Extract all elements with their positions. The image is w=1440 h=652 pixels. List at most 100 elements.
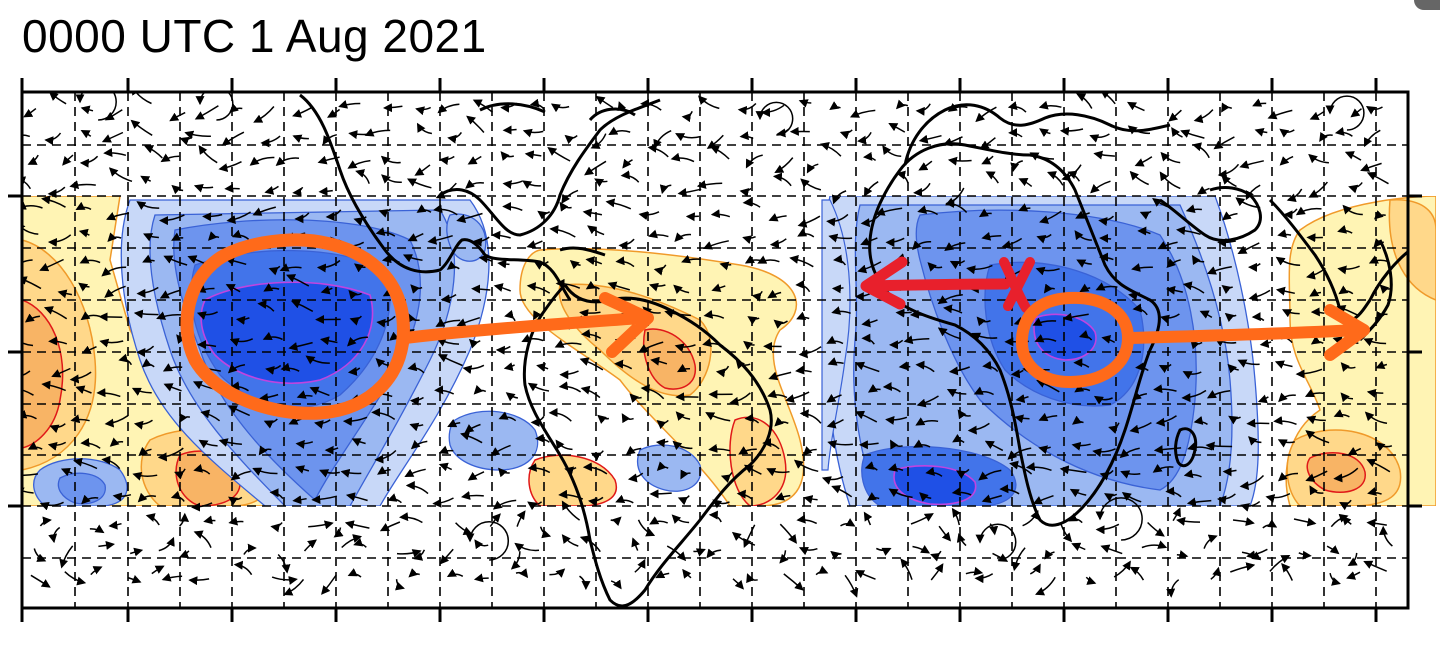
wind-arrow [1018,177,1033,187]
wind-arrow [537,210,551,220]
wind-arrow [655,569,670,579]
wind-arrow [1180,129,1205,139]
wind-arrow [1221,211,1238,221]
wind-arrow [1277,439,1295,448]
wind-arrow [745,154,763,169]
wind-arrow [867,383,881,393]
wind-arrow [364,128,391,137]
wind-arrow [371,407,396,421]
wind-arrow [1341,515,1352,526]
wind-arrow [229,338,254,347]
wind-arrow [550,103,570,113]
wind-arrow [1197,185,1210,195]
wind-arrow [143,233,159,242]
wind-arrow [674,343,696,353]
wind-arrow [1121,492,1142,503]
wind-arrow [798,546,818,556]
wind-arrow [605,198,632,210]
wind-arrow [1275,256,1301,267]
wind-arrow [163,383,182,392]
wind-arrow [1222,467,1237,477]
wind-arrow [585,280,600,290]
wind-arrow [162,363,183,372]
wind-arrow [666,545,687,562]
wind-arrow [1237,359,1260,368]
wind-arrow [316,259,341,273]
wind-arrow [1047,171,1064,186]
pacific-east-arrow [399,292,654,358]
wind-arrow [768,371,792,381]
wind-arrow [1333,409,1350,418]
wind-arrow [896,170,909,184]
wind-arrow [981,155,994,165]
wind-arrow [138,446,152,457]
wind-arrow [682,568,692,579]
wind-arrow [39,501,64,511]
wind-arrow [159,289,180,299]
wind-arrow [979,137,996,149]
wind-arrow [198,439,218,449]
wind-arrow [1139,210,1152,220]
wind-arrow [292,134,309,143]
wind-arrow [590,450,604,461]
wind-arrow [347,159,371,169]
wind-arrow [374,449,397,464]
wind-arrow [521,334,544,343]
wind-arrow [522,128,544,138]
europe-coast [903,103,1171,166]
wind-arrow [559,201,572,212]
wind-arrow [674,232,692,243]
wind-arrow [265,364,282,375]
wind-arrow [634,558,646,573]
wind-arrow [956,468,970,479]
wind-arrow [1001,237,1023,250]
wind-arrow [1365,105,1383,115]
wind-arrow [579,309,601,318]
wind-arrow [1076,259,1092,268]
wind-arrow [945,199,968,214]
wind-arrow [1009,460,1033,475]
wind-arrow [831,190,847,205]
wind-arrow [1193,109,1214,124]
wind-arrow [527,462,551,474]
wind-arrow [194,105,219,120]
wind-arrow [673,284,690,294]
wind-arrow [1248,289,1271,302]
wind-arrow [460,431,483,444]
wind-arrow [975,106,997,123]
wind-arrow [500,151,515,161]
wind-arrow [387,493,402,504]
wind-arrow [383,103,403,113]
wind-arrow [746,573,758,584]
wind-arrow [1166,285,1183,295]
wind-arrow [1092,448,1116,457]
wind-arrow [1074,383,1091,393]
wind-arrow [1095,523,1120,535]
wind-arrow [773,319,788,329]
wind-arrow [858,440,879,450]
wind-arrow [729,392,751,406]
wind-arrow [742,235,756,245]
wind-arrow [70,414,90,424]
wind-arrow [1008,128,1023,138]
wind-arrow [1095,282,1118,291]
wind-arrow [1340,392,1354,403]
wind-arrow [1330,513,1349,528]
wind-arrow [554,339,582,348]
wind-arrow [948,366,970,376]
wind-arrow [296,390,313,399]
wind-arrow [1293,517,1317,527]
wind-arrow [855,569,876,580]
wind-arrow [295,439,314,449]
wind-arrow [957,409,971,420]
wind-arrow [524,150,542,160]
wind-arrow [227,363,246,374]
wind-arrow [855,410,878,423]
wind-arrow [1043,283,1055,294]
wind-arrow [844,574,859,598]
wind-arrow [1193,416,1208,426]
wind-arrow [526,240,543,249]
wind-arrow [680,469,691,480]
wind-arrow [473,384,487,395]
wind-arrow [785,391,810,404]
